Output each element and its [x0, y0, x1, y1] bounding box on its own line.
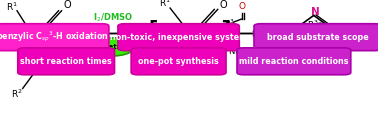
- Text: ]: ]: [219, 20, 231, 49]
- Text: R$^2$: R$^2$: [11, 88, 23, 100]
- Text: H: H: [302, 51, 309, 60]
- Text: I$_2$/DMSO: I$_2$/DMSO: [93, 11, 133, 24]
- Text: R$^2$: R$^2$: [300, 46, 312, 58]
- FancyBboxPatch shape: [118, 24, 239, 51]
- Text: short reaction times: short reaction times: [20, 57, 112, 66]
- FancyBboxPatch shape: [0, 24, 109, 51]
- Ellipse shape: [91, 38, 135, 56]
- Text: broad substrate scope: broad substrate scope: [266, 33, 369, 42]
- Text: R$^3$: R$^3$: [311, 21, 322, 33]
- Text: R$^2$: R$^2$: [159, 62, 171, 74]
- Text: O: O: [239, 2, 246, 11]
- FancyBboxPatch shape: [237, 48, 351, 75]
- Text: benzylic C$_{sp}$$^{3}$-H oxidation: benzylic C$_{sp}$$^{3}$-H oxidation: [0, 30, 108, 44]
- Text: R$^3$: R$^3$: [307, 18, 319, 31]
- FancyBboxPatch shape: [18, 48, 115, 75]
- Text: O: O: [219, 0, 227, 10]
- Text: O: O: [64, 0, 71, 10]
- Text: mild reaction conditions: mild reaction conditions: [239, 57, 349, 66]
- Text: H: H: [45, 61, 52, 70]
- Text: R$^3$: R$^3$: [224, 17, 235, 30]
- Text: R$^1$: R$^1$: [159, 0, 171, 9]
- Text: R$^1$: R$^1$: [6, 1, 18, 13]
- FancyBboxPatch shape: [254, 24, 378, 51]
- Text: N: N: [311, 7, 320, 17]
- Text: [: [: [147, 20, 159, 49]
- Text: O: O: [218, 60, 226, 70]
- Text: N: N: [296, 48, 305, 58]
- Text: NH$_4$OAc: NH$_4$OAc: [228, 45, 262, 58]
- Text: Acid/Metal free: Acid/Metal free: [82, 44, 143, 50]
- Text: one-pot synthesis: one-pot synthesis: [138, 57, 219, 66]
- Text: non-toxic, inexpensive system: non-toxic, inexpensive system: [110, 33, 247, 42]
- FancyBboxPatch shape: [131, 48, 226, 75]
